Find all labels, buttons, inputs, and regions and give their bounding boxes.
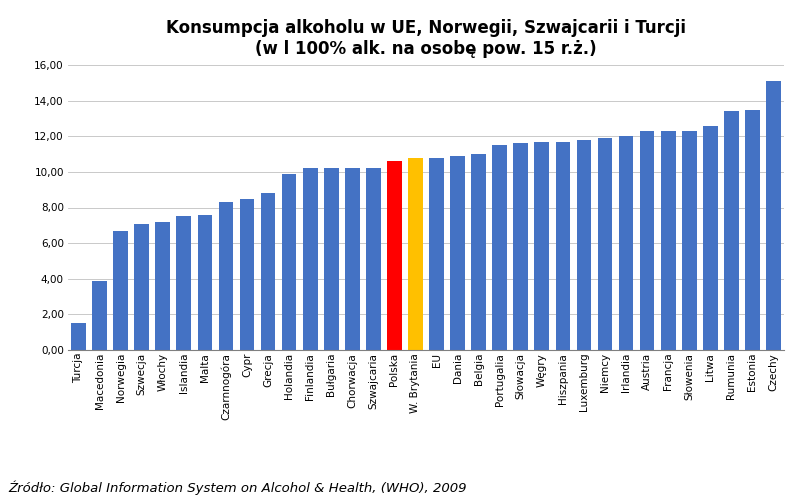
Bar (114, 230, 128, 350)
Bar (745, 110, 760, 350)
Bar (429, 158, 444, 350)
Bar (598, 138, 612, 350)
Bar (514, 144, 528, 350)
Bar (492, 145, 507, 350)
Bar (555, 142, 570, 350)
Bar (155, 222, 170, 350)
Bar (450, 156, 465, 350)
Bar (303, 168, 318, 350)
Bar (92, 280, 107, 350)
Bar (324, 168, 338, 350)
Bar (408, 158, 423, 350)
Bar (282, 174, 297, 350)
Bar (261, 193, 275, 350)
Bar (534, 142, 549, 350)
Bar (366, 168, 381, 350)
Bar (682, 131, 697, 350)
Bar (134, 224, 149, 350)
Bar (766, 81, 781, 350)
Bar (240, 198, 254, 350)
Bar (177, 216, 191, 350)
Text: Źródło: Global Information System on Alcohol & Health, (WHO), 2009: Źródło: Global Information System on Alc… (8, 480, 466, 495)
Bar (218, 202, 234, 350)
Bar (471, 154, 486, 350)
Bar (640, 131, 654, 350)
Bar (387, 161, 402, 350)
Bar (703, 126, 718, 350)
Bar (618, 136, 634, 350)
Bar (724, 112, 738, 350)
Bar (71, 324, 86, 350)
Bar (345, 168, 360, 350)
Bar (577, 140, 591, 350)
Bar (661, 131, 675, 350)
Bar (198, 214, 212, 350)
Title: Konsumpcja alkoholu w UE, Norwegii, Szwajcarii i Turcji
(w l 100% alk. na osobę : Konsumpcja alkoholu w UE, Norwegii, Szwa… (166, 19, 686, 58)
